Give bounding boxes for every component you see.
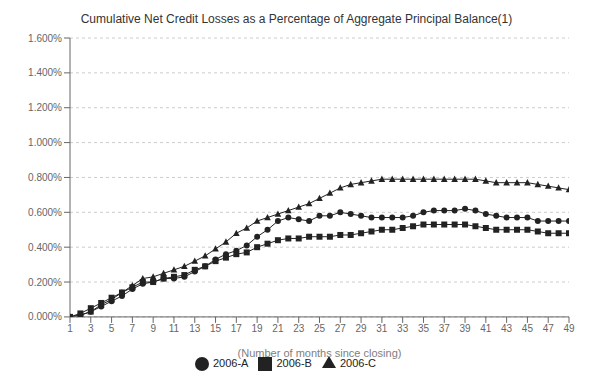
svg-text:1.200%: 1.200% — [28, 102, 62, 113]
html-text:2006-A: 2006-A — [213, 356, 249, 369]
svg-text:7: 7 — [130, 323, 136, 334]
svg-text:(Number of months since closin: (Number of months since closing) — [238, 347, 402, 359]
svg-text:35: 35 — [418, 323, 430, 334]
svg-text:33: 33 — [397, 323, 409, 334]
svg-text:1: 1 — [67, 323, 73, 334]
svg-text:41: 41 — [480, 323, 492, 334]
svg-text:0.600%: 0.600% — [28, 207, 62, 218]
html-text:2006-C: 2006-C — [339, 356, 376, 369]
svg-text:11: 11 — [169, 323, 180, 334]
html-text:2006-B: 2006-B — [276, 356, 312, 369]
svg-text:45: 45 — [522, 323, 534, 334]
svg-text:1.400%: 1.400% — [28, 67, 62, 78]
svg-text:17: 17 — [231, 323, 243, 334]
svg-text:23: 23 — [293, 323, 305, 334]
svg-text:21: 21 — [272, 323, 284, 334]
svg-text:15: 15 — [210, 323, 222, 334]
svg-text:29: 29 — [356, 323, 368, 334]
svg-text:9: 9 — [150, 323, 156, 334]
html-text:Cumulative Net Credit Losses a: Cumulative Net Credit Losses as a Percen… — [80, 12, 513, 26]
svg-text:5: 5 — [109, 323, 115, 334]
svg-text:49: 49 — [563, 323, 575, 334]
svg-text:25: 25 — [314, 323, 326, 334]
svg-text:39: 39 — [459, 323, 471, 334]
svg-text:31: 31 — [376, 323, 388, 334]
svg-text:1.000%: 1.000% — [28, 137, 62, 148]
svg-text:1.600%: 1.600% — [28, 33, 62, 44]
svg-text:43: 43 — [501, 323, 513, 334]
svg-text:13: 13 — [189, 323, 201, 334]
svg-text:0.200%: 0.200% — [28, 277, 62, 288]
svg-text:3: 3 — [88, 323, 94, 334]
svg-text:27: 27 — [335, 323, 347, 334]
svg-text:19: 19 — [252, 323, 264, 334]
svg-text:0.000%: 0.000% — [28, 311, 62, 322]
svg-text:37: 37 — [439, 323, 451, 334]
svg-text:47: 47 — [543, 323, 555, 334]
svg-text:0.800%: 0.800% — [28, 172, 62, 183]
svg-text:0.400%: 0.400% — [28, 242, 62, 253]
